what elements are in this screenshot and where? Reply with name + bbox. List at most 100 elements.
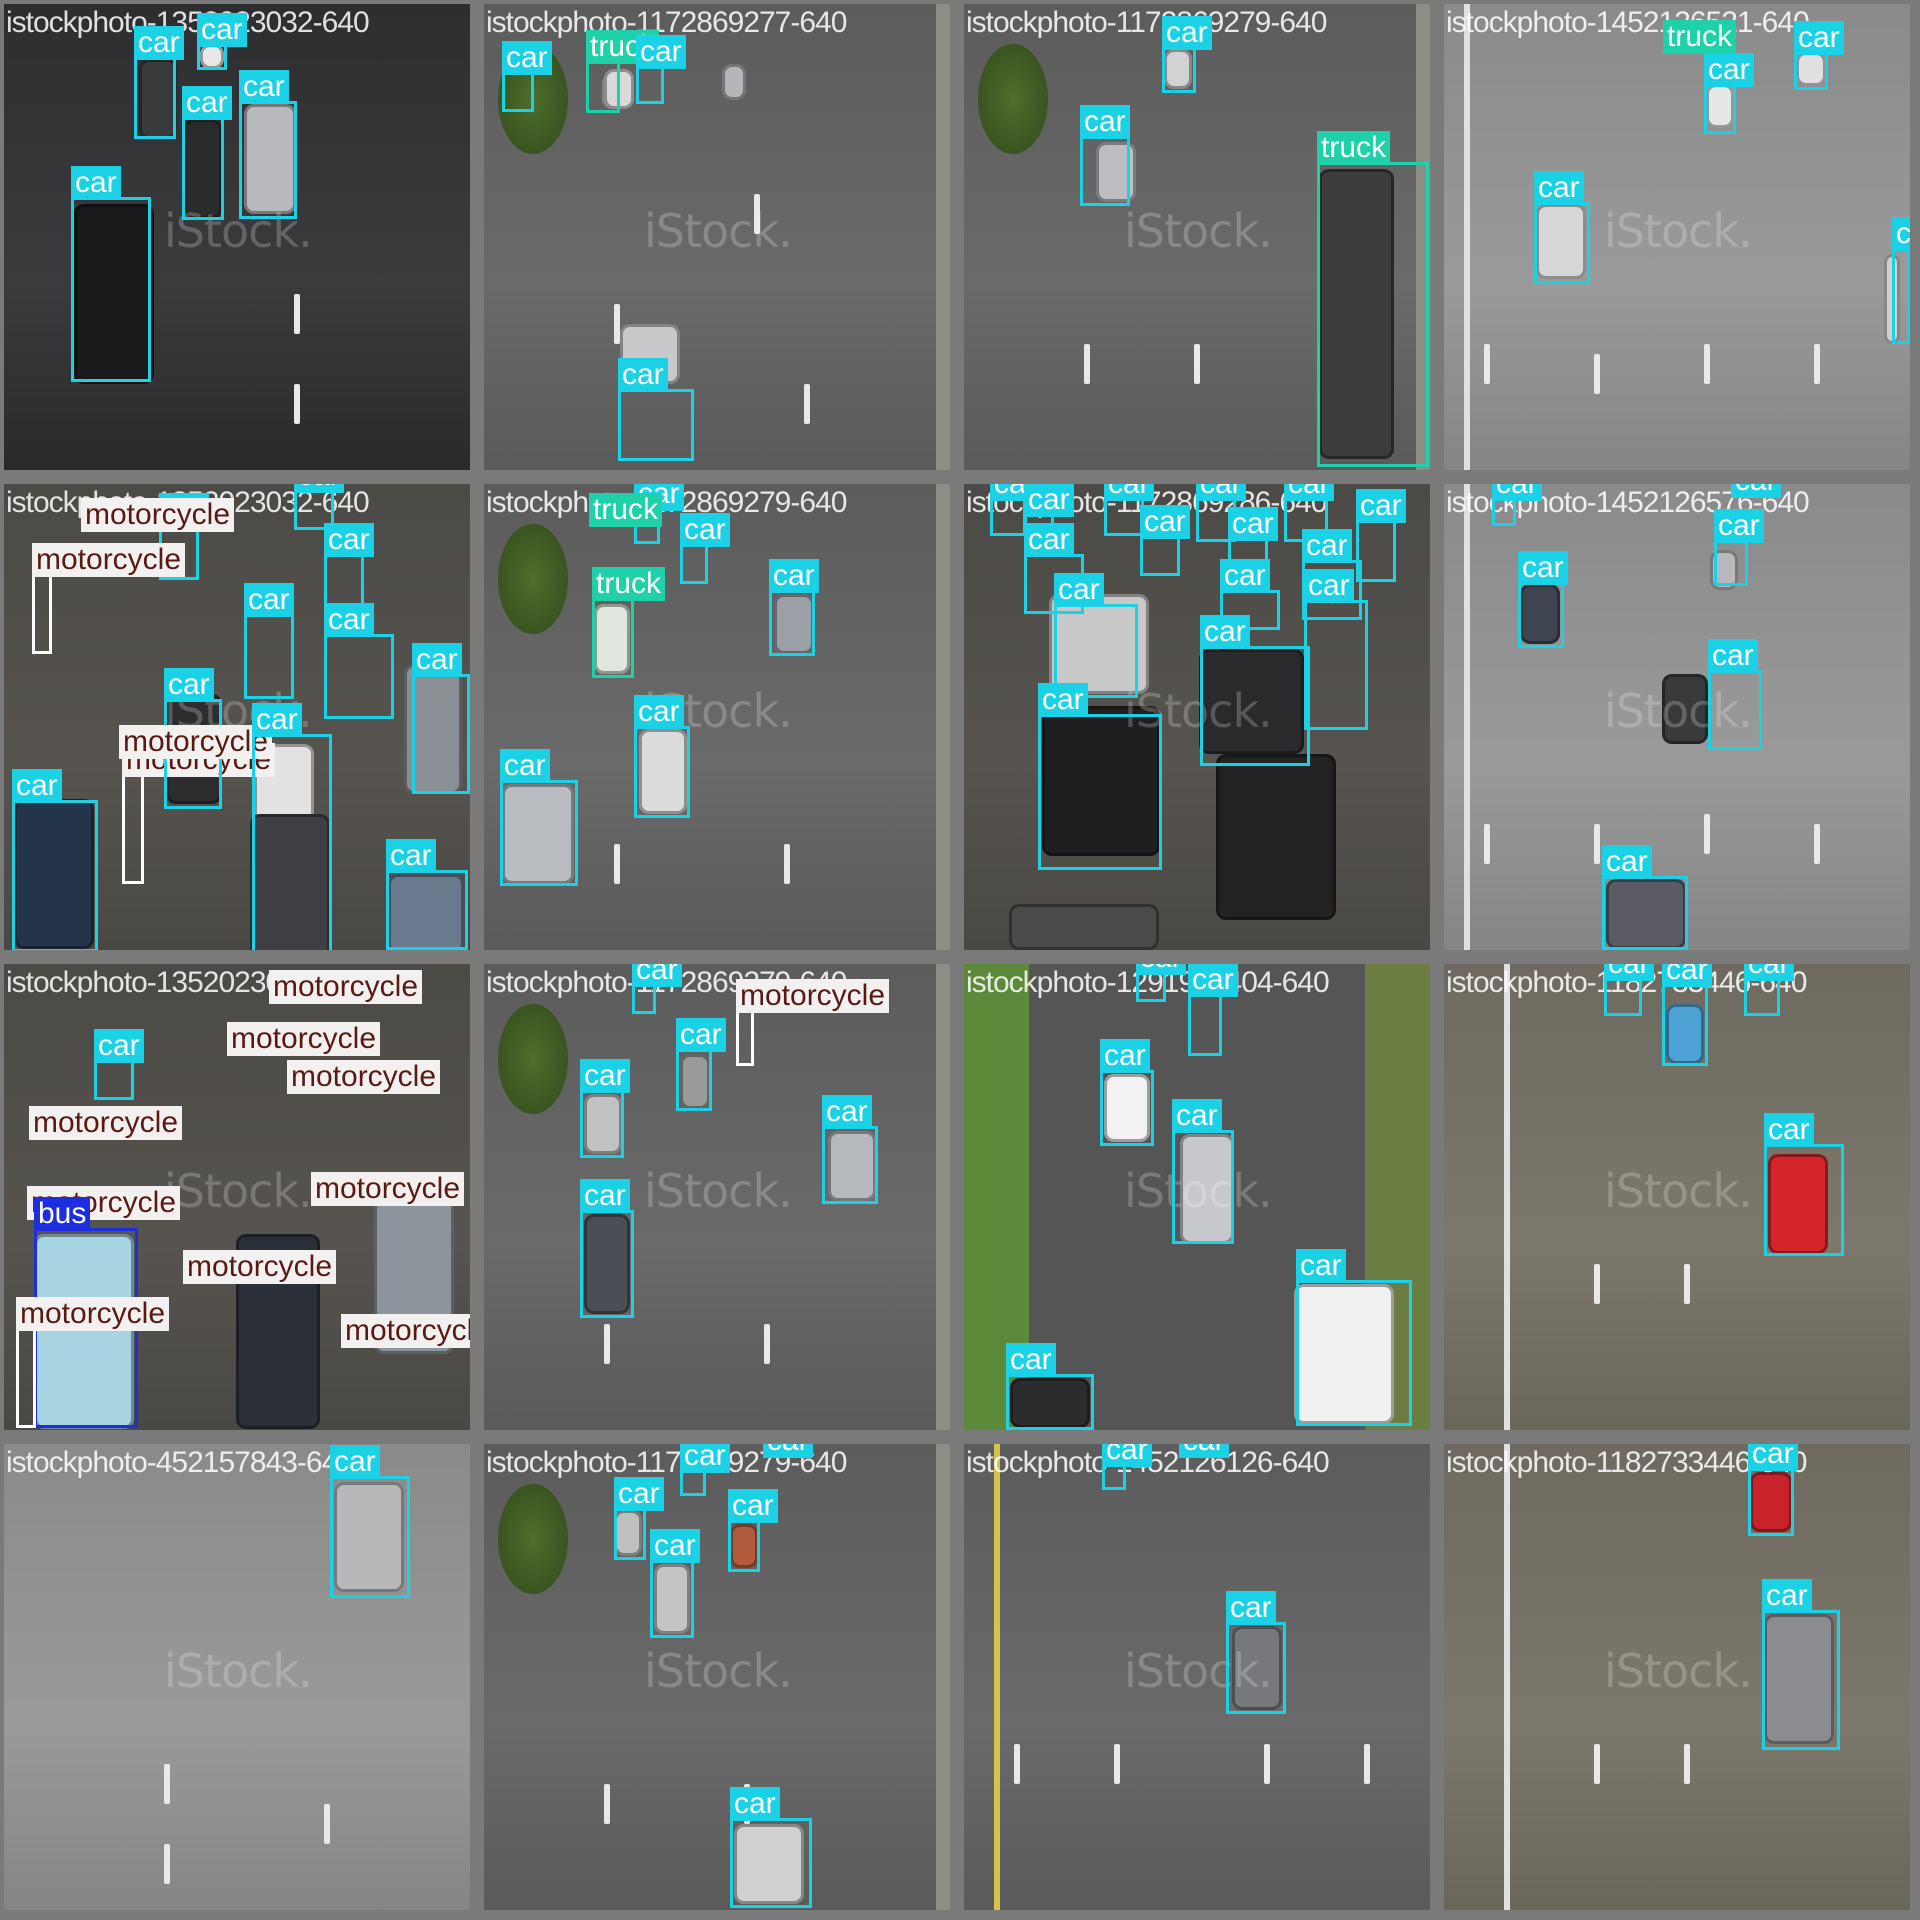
detection-box: car [822, 1095, 878, 1204]
detection-box: car [618, 358, 694, 461]
mosaic-tile: iStock. istockphoto-1172869279-640 car m… [484, 964, 950, 1430]
detection-label: motorcycle [119, 725, 273, 759]
detection-label: car [1200, 615, 1250, 649]
vehicle [1042, 706, 1160, 856]
detection-label: car [580, 1059, 630, 1093]
vehicle [74, 204, 154, 384]
detection-box: car [1748, 1444, 1798, 1536]
detection-box: car [1162, 16, 1212, 93]
vehicle [1319, 169, 1394, 459]
vehicle [1768, 1154, 1828, 1254]
detection-label: car [324, 523, 374, 557]
detection-box: car [1080, 105, 1130, 206]
vehicle [250, 814, 330, 950]
detection-label: car [1196, 484, 1246, 501]
image-filename: istockphoto-1172869279-640 [966, 6, 1327, 39]
lane-marking [1594, 824, 1600, 864]
detection-box: car [502, 41, 552, 112]
detection-box: car [1100, 1039, 1154, 1146]
detection-label: car [1100, 1039, 1150, 1073]
tree [498, 524, 568, 634]
lane-marking [1704, 344, 1710, 384]
detection-label: car [1296, 1249, 1346, 1283]
detection-box: truck [586, 30, 660, 113]
vehicle [200, 44, 224, 69]
detection-box: car [680, 513, 730, 584]
detection-label: car [1172, 1099, 1222, 1133]
watermark: iStock. [1604, 1644, 1753, 1698]
lane-marking [164, 1764, 170, 1804]
lane-marking [1484, 344, 1490, 384]
detection-label: car [1764, 1113, 1814, 1147]
detection-label: car [324, 603, 374, 637]
lane-marking [1264, 1744, 1270, 1784]
detection-label: car [1006, 1343, 1056, 1377]
detection-box: car [1102, 1444, 1152, 1490]
vehicle [334, 1482, 404, 1592]
detection-box: car [769, 559, 819, 656]
lane-marking [1594, 1744, 1600, 1784]
lane-marking [614, 844, 620, 884]
detection-label: car [1794, 21, 1844, 55]
detection-label: car [1302, 529, 1352, 563]
detection-box: motorcycle [736, 979, 890, 1066]
detection-box: car [1226, 1591, 1286, 1714]
detection-box: car [500, 749, 578, 886]
vehicle [584, 1214, 630, 1314]
detection-label: car [1284, 484, 1334, 501]
detection-label: car [252, 703, 302, 737]
detection-box: car [1038, 683, 1162, 870]
detection-box: car [632, 964, 682, 1014]
watermark: iStock. [644, 1164, 793, 1218]
detection-box: car [330, 1445, 410, 1598]
detection-box: car [1762, 1579, 1840, 1750]
detection-label: car [197, 13, 247, 47]
mosaic-tile: iStock. istockphoto-1452126521-640 truck… [1444, 4, 1910, 470]
vehicle [388, 874, 464, 950]
detection-label: car [502, 41, 552, 75]
detection-label: motorcycle [183, 1250, 337, 1284]
detection-label: car [822, 1095, 872, 1129]
vehicle [1216, 754, 1336, 920]
vehicle [1199, 649, 1304, 754]
detection-label: car [1602, 845, 1652, 879]
watermark: iStock. [1604, 204, 1753, 258]
detection-box: car [197, 13, 247, 70]
detection-label: car [239, 70, 289, 104]
mosaic-tile: iStock. istockphoto-1291922404-640 car c… [964, 964, 1430, 1430]
watermark: iStock. [1124, 1644, 1273, 1698]
detection-label: car [618, 358, 668, 392]
detection-box: car [1764, 1113, 1844, 1256]
watermark: iStock. [164, 1644, 313, 1698]
watermark: iStock. [644, 204, 793, 258]
vehicle [639, 729, 687, 814]
lane-marking [1194, 344, 1200, 384]
detection-box: car [730, 1787, 812, 1908]
road-edge [1464, 484, 1470, 950]
detection-box: car [1492, 484, 1542, 526]
lane-marking [614, 304, 620, 344]
detection-box: car [244, 583, 294, 699]
detection-box: car [1662, 964, 1712, 1066]
detection-label: car [636, 35, 686, 69]
detection-label: car [1704, 53, 1754, 87]
vehicle [584, 1094, 622, 1154]
detection-label: car [1714, 509, 1764, 543]
mosaic-tile: iStock. istockphoto-1172869286-640 car c… [964, 484, 1430, 950]
detection-label: car [1604, 964, 1654, 981]
detection-label: car [1748, 1444, 1798, 1471]
detection-box: car [324, 523, 374, 614]
detection-label: car [1731, 484, 1781, 498]
lane-marking [1364, 1744, 1370, 1784]
vehicle [594, 604, 630, 674]
vehicle [1606, 879, 1686, 949]
detection-box: car [580, 1059, 630, 1158]
detection-box: car [1534, 171, 1590, 284]
vehicle [1520, 584, 1560, 644]
detection-box: car [1304, 569, 1368, 730]
detection-label: car [1104, 484, 1154, 501]
mosaic-tile: iStock. istockphoto-1352023032-640 car c… [4, 4, 470, 470]
vehicle [1666, 1004, 1704, 1064]
lane-marking [1814, 344, 1820, 384]
detection-box: car [294, 484, 344, 530]
